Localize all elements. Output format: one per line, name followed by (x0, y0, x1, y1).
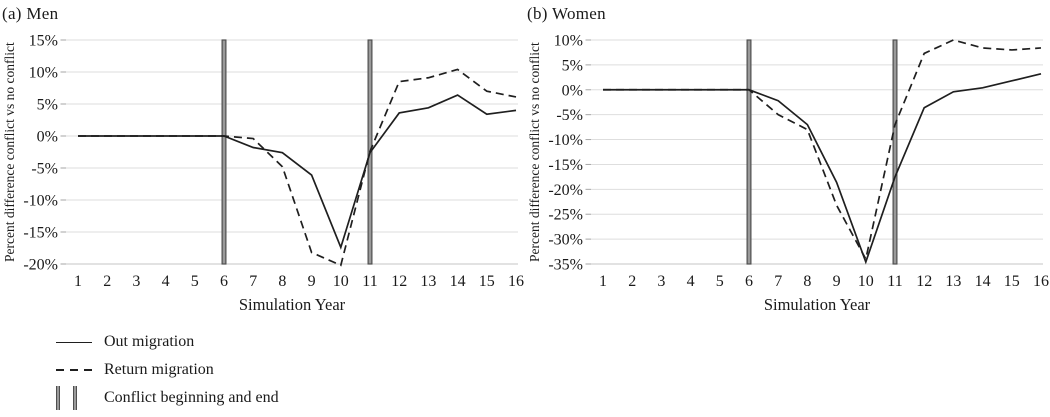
legend-item-conflict-bars: Conflict beginning and end (56, 384, 1050, 412)
women-y-axis-title: Percent difference conflict vs no confli… (527, 42, 542, 262)
x-tick-label: 4 (687, 273, 695, 290)
x-tick-label: 15 (479, 273, 495, 290)
legend-label: Return migration (104, 361, 214, 378)
panel-men: (a) Men Percent difference conflict vs n… (0, 0, 525, 318)
x-tick-label: 3 (657, 273, 665, 290)
y-tick-label: 10% (29, 65, 58, 82)
series-line-solid (603, 73, 1042, 265)
solid-line-icon (56, 341, 96, 343)
panel-women-title: (b) Women (527, 4, 606, 23)
y-tick-label: 15% (29, 33, 58, 50)
panel-men-chart-row: Percent difference conflict vs no confli… (0, 30, 525, 318)
men-line-chart: 15%10%5%0%-5%-10%-15%-20%1 2 3 4 5 6 7 8 9 10 11 12… (23, 33, 524, 315)
series-line-dashed (78, 68, 517, 267)
panel-women: (b) Women Percent difference conflict vs… (525, 0, 1050, 318)
men-y-axis-title: Percent difference conflict vs no confli… (2, 42, 17, 262)
chart-panels: (a) Men Percent difference conflict vs n… (0, 0, 1050, 318)
conflict-year-bar (746, 39, 752, 265)
women-line-chart: 10%5%0%-5%-10%-15%-20%-25%-30%-35%1 2 3 4 5 6… (548, 33, 1049, 315)
x-tick-label: 7 (774, 273, 782, 290)
x-tick-label: 11 (362, 273, 377, 290)
x-tick-label: 14 (975, 273, 991, 290)
x-tick-label: 13 (945, 273, 961, 290)
y-tick-label: -35% (548, 257, 583, 274)
y-tick-label: -5% (31, 161, 58, 178)
x-tick-label: 2 (628, 273, 636, 290)
x-tick-label: 9 (833, 273, 841, 290)
legend-label: Out migration (104, 333, 195, 350)
y-tick-label: 10% (554, 33, 583, 50)
y-tick-label: 0% (37, 129, 58, 146)
y-tick-label: -5% (556, 107, 583, 124)
x-tick-label: 13 (420, 273, 436, 290)
x-tick-label: 14 (450, 273, 466, 290)
x-tick-label: 12 (391, 273, 407, 290)
x-tick-label: 6 (745, 273, 753, 290)
x-tick-label: 1 (599, 273, 607, 290)
legend-item-return-migration: Return migration (56, 356, 1050, 384)
y-tick-label: 0% (562, 82, 583, 99)
y-tick-label: -15% (23, 225, 58, 242)
x-tick-label: 4 (162, 273, 170, 290)
conflict-year-bar (221, 39, 227, 265)
legend-label: Conflict beginning and end (104, 389, 279, 406)
x-tick-label: 15 (1004, 273, 1020, 290)
y-tick-label: -30% (548, 232, 583, 249)
y-tick-label: -10% (548, 132, 583, 149)
x-tick-label: 9 (308, 273, 316, 290)
x-tick-label: 11 (887, 273, 902, 290)
y-tick-label: -20% (548, 182, 583, 199)
x-tick-label: 6 (220, 273, 228, 290)
conflict-bars-icon (56, 386, 96, 410)
x-axis-title: Simulation Year (239, 295, 346, 314)
dashed-line-icon (56, 369, 96, 371)
y-tick-label: -10% (23, 193, 58, 210)
series-line-dashed (603, 39, 1042, 262)
x-tick-label: 12 (916, 273, 932, 290)
x-tick-label: 8 (278, 273, 286, 290)
x-tick-label: 7 (249, 273, 257, 290)
y-tick-label: 5% (562, 57, 583, 74)
x-tick-label: 16 (1033, 273, 1049, 290)
y-tick-label: -25% (548, 207, 583, 224)
x-tick-label: 1 (74, 273, 82, 290)
x-tick-label: 8 (803, 273, 811, 290)
x-tick-label: 10 (333, 273, 349, 290)
x-tick-label: 2 (103, 273, 111, 290)
chart-legend: Out migration Return migration Conflict … (56, 328, 1050, 412)
x-tick-label: 5 (716, 273, 724, 290)
x-tick-label: 5 (191, 273, 199, 290)
conflict-year-bar (892, 39, 898, 265)
panel-women-chart-row: Percent difference conflict vs no confli… (525, 30, 1050, 318)
x-tick-label: 10 (858, 273, 874, 290)
y-tick-label: -20% (23, 257, 58, 274)
panel-men-title: (a) Men (2, 4, 59, 23)
x-axis-title: Simulation Year (764, 295, 871, 314)
y-tick-label: 5% (37, 97, 58, 114)
legend-item-out-migration: Out migration (56, 328, 1050, 356)
x-tick-label: 16 (508, 273, 524, 290)
x-tick-label: 3 (132, 273, 140, 290)
series-line-solid (78, 94, 517, 250)
y-tick-label: -15% (548, 157, 583, 174)
